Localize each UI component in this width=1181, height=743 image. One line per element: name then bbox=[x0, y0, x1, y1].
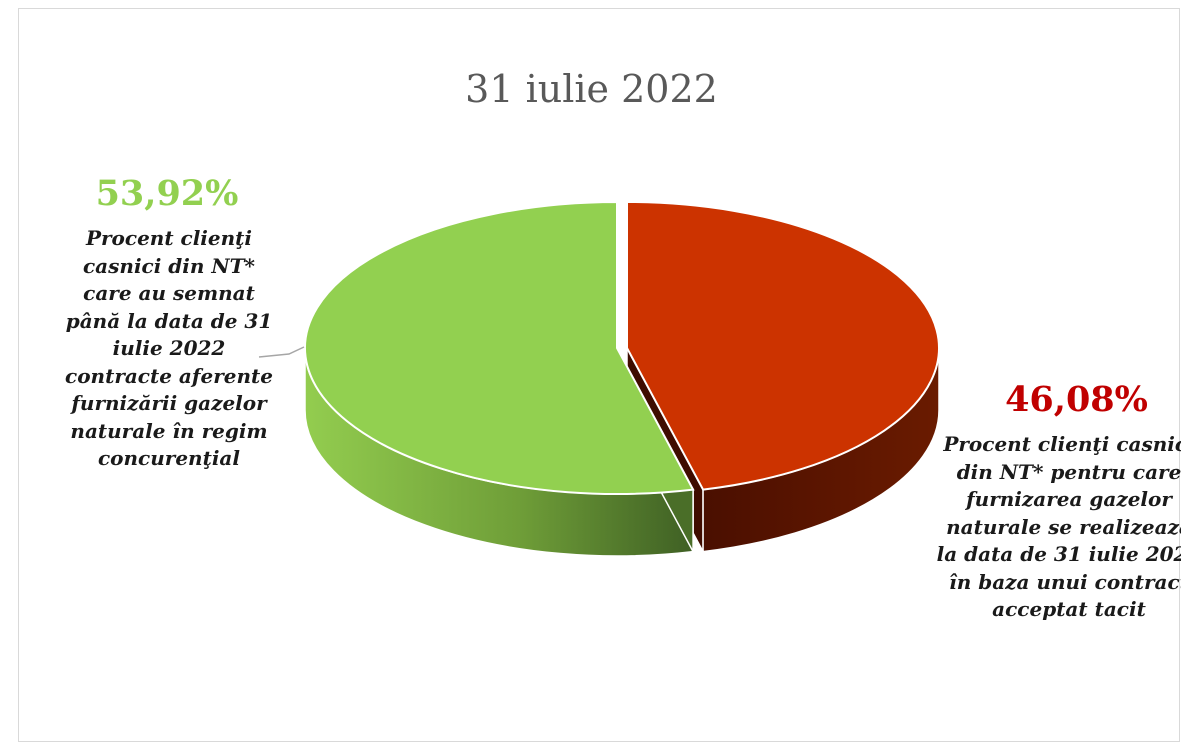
slice-1-description-line: contracte aferente bbox=[65, 363, 273, 388]
slice-2-description-label: Procent clienţi casnici din NT* pentru c… bbox=[924, 431, 1181, 624]
slice-2-description-line: la data de 31 iulie 2022 bbox=[936, 542, 1181, 566]
slice-2-percent-label: 46,08% bbox=[1005, 379, 1148, 420]
slice-1-description-line: casnici din NT* bbox=[83, 253, 255, 278]
slice-2-top bbox=[626, 200, 940, 491]
slice-1-leader-line bbox=[258, 346, 305, 358]
slice-1-description-line: Procent clienţi bbox=[85, 226, 253, 250]
slice-2-description-line: naturale se realizează bbox=[946, 514, 1181, 539]
slice-1-description-line: care au semnat bbox=[83, 281, 255, 305]
slice-2-description-line: acceptat tacit bbox=[992, 597, 1146, 621]
slice-2-description-line: furnizarea gazelor bbox=[966, 487, 1172, 511]
slice-1-top bbox=[304, 200, 695, 495]
slice-1-description-line: până la data de 31 bbox=[65, 308, 273, 333]
slice-1-description-line: furnizării gazelor bbox=[71, 391, 267, 415]
slice-1-description-line: concurenţial bbox=[98, 446, 240, 470]
slice-2-description-line: în baza unui contract bbox=[949, 569, 1181, 594]
chart-frame: 31 iulie 2022 53,92% Procent clienţi cas… bbox=[18, 8, 1181, 742]
slice-1-percent-label: 53,92% bbox=[95, 173, 239, 214]
chart-title: 31 iulie 2022 bbox=[465, 67, 718, 111]
slice-2-description-line: Procent clienţi casnici bbox=[943, 432, 1181, 456]
pie-chart bbox=[258, 200, 940, 557]
slice-1-description-line: iulie 2022 bbox=[112, 336, 226, 360]
slice-1-description-line: naturale în regim bbox=[70, 418, 268, 443]
slice-2-description-line: din NT* pentru care bbox=[956, 459, 1181, 484]
slice-1-description-label: Procent clienţi casnici din NT* care au … bbox=[49, 225, 289, 473]
